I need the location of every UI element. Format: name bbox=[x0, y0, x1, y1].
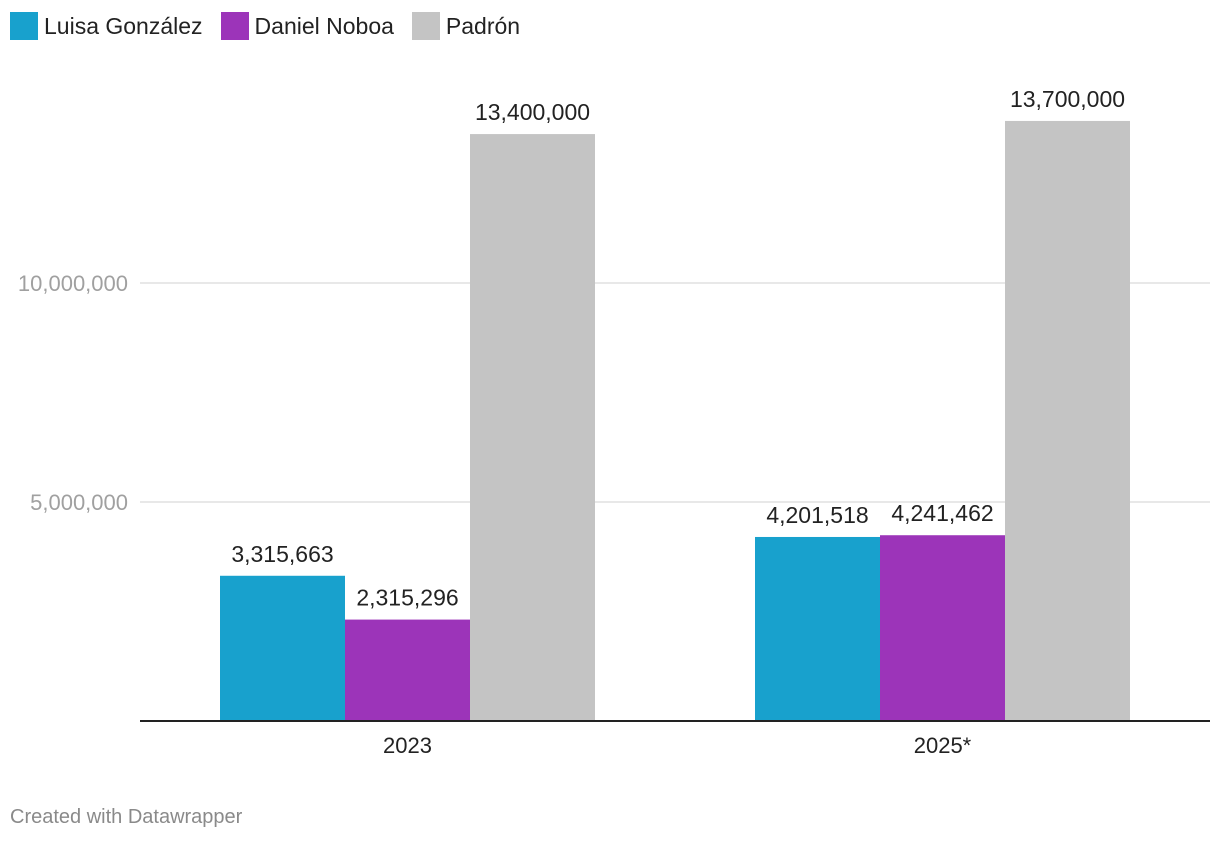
bar bbox=[345, 619, 470, 721]
data-label: 2,315,296 bbox=[356, 585, 458, 611]
legend-label-padron: Padrón bbox=[445, 13, 521, 39]
bar-chart: 5,000,000 10,000,000 3,315,663 2,315,296 13,… bbox=[18, 86, 1210, 758]
bar bbox=[755, 536, 880, 721]
legend-label-noboa: Daniel Noboa bbox=[254, 13, 394, 39]
data-label: 4,241,462 bbox=[891, 500, 993, 526]
legend-swatch-gonzalez bbox=[10, 12, 38, 40]
footer-credit: Created with Datawrapper bbox=[10, 806, 243, 828]
y-tick-label: 5,000,000 bbox=[30, 490, 128, 515]
data-label: 13,400,000 bbox=[475, 99, 590, 125]
bar bbox=[470, 134, 595, 721]
x-tick-label: 2023 bbox=[383, 733, 432, 758]
data-label: 13,700,000 bbox=[1010, 86, 1125, 112]
y-tick-label: 10,000,000 bbox=[18, 271, 128, 296]
data-label: 3,315,663 bbox=[231, 541, 333, 567]
legend-label-gonzalez: Luisa González bbox=[44, 13, 203, 39]
data-label: 4,201,518 bbox=[766, 502, 868, 528]
legend-swatch-noboa bbox=[220, 12, 249, 40]
legend: Luisa González Daniel Noboa Padrón bbox=[10, 12, 538, 40]
legend-item-gonzalez: Luisa González bbox=[10, 12, 203, 40]
bar bbox=[1005, 120, 1130, 721]
bar bbox=[880, 535, 1005, 721]
x-tick-label: 2025* bbox=[914, 733, 972, 758]
legend-item-padron: Padrón bbox=[411, 12, 521, 40]
bar bbox=[220, 575, 345, 721]
legend-item-noboa: Daniel Noboa bbox=[220, 12, 394, 40]
legend-swatch-padron bbox=[411, 12, 440, 40]
